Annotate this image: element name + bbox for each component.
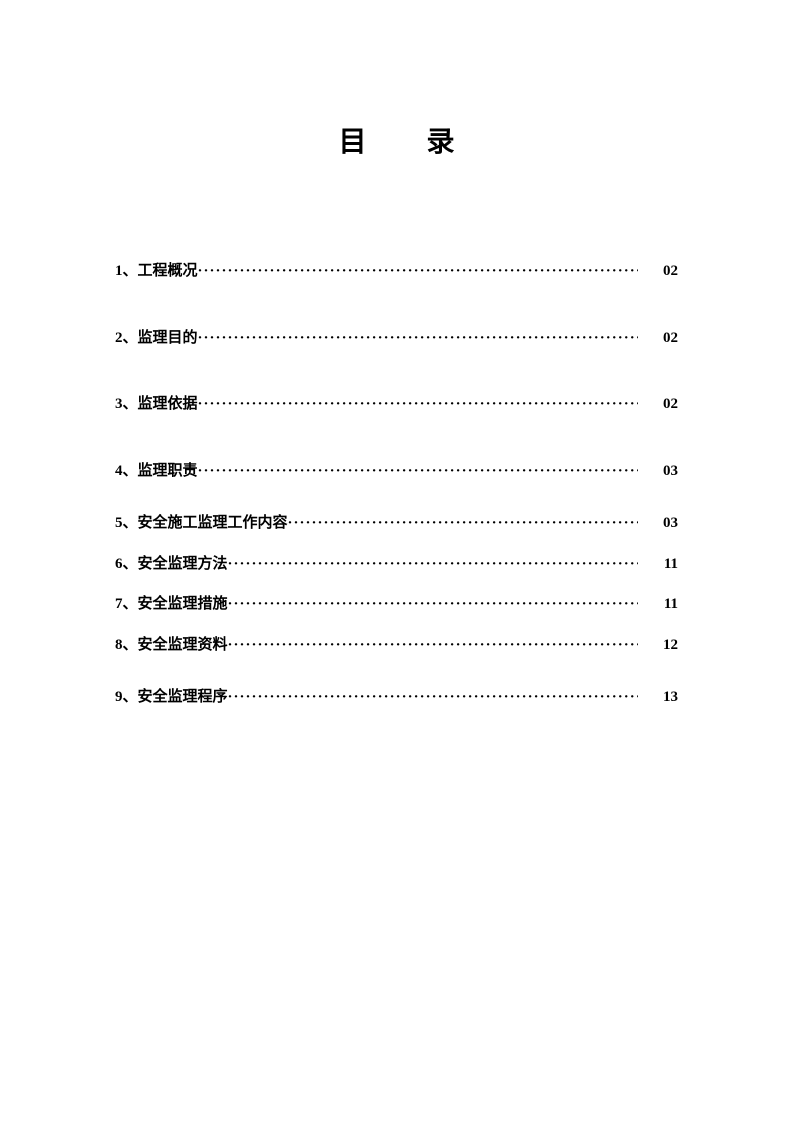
toc-item: 7、安全监理措施 11 bbox=[115, 593, 678, 616]
toc-leader-dots bbox=[198, 460, 638, 483]
toc-item-label: 3、 bbox=[115, 393, 138, 416]
toc-item-page: 02 bbox=[638, 260, 678, 283]
page-title: 目录 bbox=[115, 120, 678, 160]
toc-item-text: 工程概况 bbox=[138, 260, 198, 283]
toc-item-text: 监理职责 bbox=[138, 460, 198, 483]
toc-item-label: 8、 bbox=[115, 634, 138, 657]
toc-list: 1、工程概况022、监理目的023、监理依据024、监理职责035、安全施工监理… bbox=[115, 260, 678, 709]
toc-item-label: 2、 bbox=[115, 327, 138, 350]
toc-item-label: 1、 bbox=[115, 260, 138, 283]
toc-item: 4、监理职责 03 bbox=[115, 460, 678, 483]
toc-item-label: 7、 bbox=[115, 593, 138, 616]
toc-item-page: 03 bbox=[638, 460, 678, 483]
toc-item-page: 02 bbox=[638, 393, 678, 416]
toc-item-text: 安全施工监理工作内容 bbox=[138, 512, 288, 535]
toc-item-label: 4、 bbox=[115, 460, 138, 483]
page-container: 目录 1、工程概况022、监理目的023、监理依据024、监理职责035、安全施… bbox=[0, 0, 793, 1122]
toc-item-page: 11 bbox=[638, 553, 678, 576]
toc-item-text: 监理依据 bbox=[138, 393, 198, 416]
toc-leader-dots bbox=[228, 553, 638, 576]
toc-leader-dots bbox=[288, 512, 638, 535]
toc-item: 3、监理依据 02 bbox=[115, 393, 678, 416]
toc-item-text: 安全监理方法 bbox=[138, 553, 228, 576]
toc-item-text: 安全监理措施 bbox=[138, 593, 228, 616]
toc-item-text: 监理目的 bbox=[138, 327, 198, 350]
toc-item-page: 02 bbox=[638, 327, 678, 350]
toc-item-label: 5、 bbox=[115, 512, 138, 535]
toc-item-page: 11 bbox=[638, 593, 678, 616]
toc-item-text: 安全监理资料 bbox=[138, 634, 228, 657]
toc-leader-dots bbox=[198, 393, 638, 416]
toc-item-page: 03 bbox=[638, 512, 678, 535]
toc-item-label: 6、 bbox=[115, 553, 138, 576]
toc-item: 9、安全监理程序 13 bbox=[115, 686, 678, 709]
toc-item: 8、安全监理资料 12 bbox=[115, 634, 678, 657]
toc-item: 6、安全监理方法 11 bbox=[115, 553, 678, 576]
toc-item: 1、工程概况 02 bbox=[115, 260, 678, 283]
toc-leader-dots bbox=[228, 686, 638, 709]
toc-leader-dots bbox=[198, 327, 638, 350]
toc-leader-dots bbox=[198, 260, 638, 283]
toc-item: 2、监理目的 02 bbox=[115, 327, 678, 350]
toc-item-page: 12 bbox=[638, 634, 678, 657]
toc-item: 5、安全施工监理工作内容 03 bbox=[115, 512, 678, 535]
toc-item-page: 13 bbox=[638, 686, 678, 709]
toc-leader-dots bbox=[228, 593, 638, 616]
toc-item-label: 9、 bbox=[115, 686, 138, 709]
toc-item-text: 安全监理程序 bbox=[138, 686, 228, 709]
toc-leader-dots bbox=[228, 634, 638, 657]
